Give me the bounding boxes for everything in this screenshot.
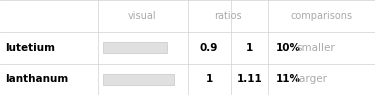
Bar <box>103 74 174 85</box>
Text: lutetium: lutetium <box>6 43 56 53</box>
Text: 10%: 10% <box>276 43 301 53</box>
Text: comparisons: comparisons <box>291 11 352 21</box>
Text: 0.9: 0.9 <box>200 43 218 53</box>
Text: lanthanum: lanthanum <box>6 74 69 84</box>
Text: larger: larger <box>296 74 327 84</box>
Text: ratios: ratios <box>214 11 242 21</box>
Text: 1: 1 <box>206 74 213 84</box>
Text: visual: visual <box>128 11 157 21</box>
Text: 1.11: 1.11 <box>237 74 262 84</box>
Text: 11%: 11% <box>276 74 301 84</box>
Text: 1: 1 <box>246 43 253 53</box>
Text: smaller: smaller <box>296 43 335 53</box>
Bar <box>103 42 167 53</box>
